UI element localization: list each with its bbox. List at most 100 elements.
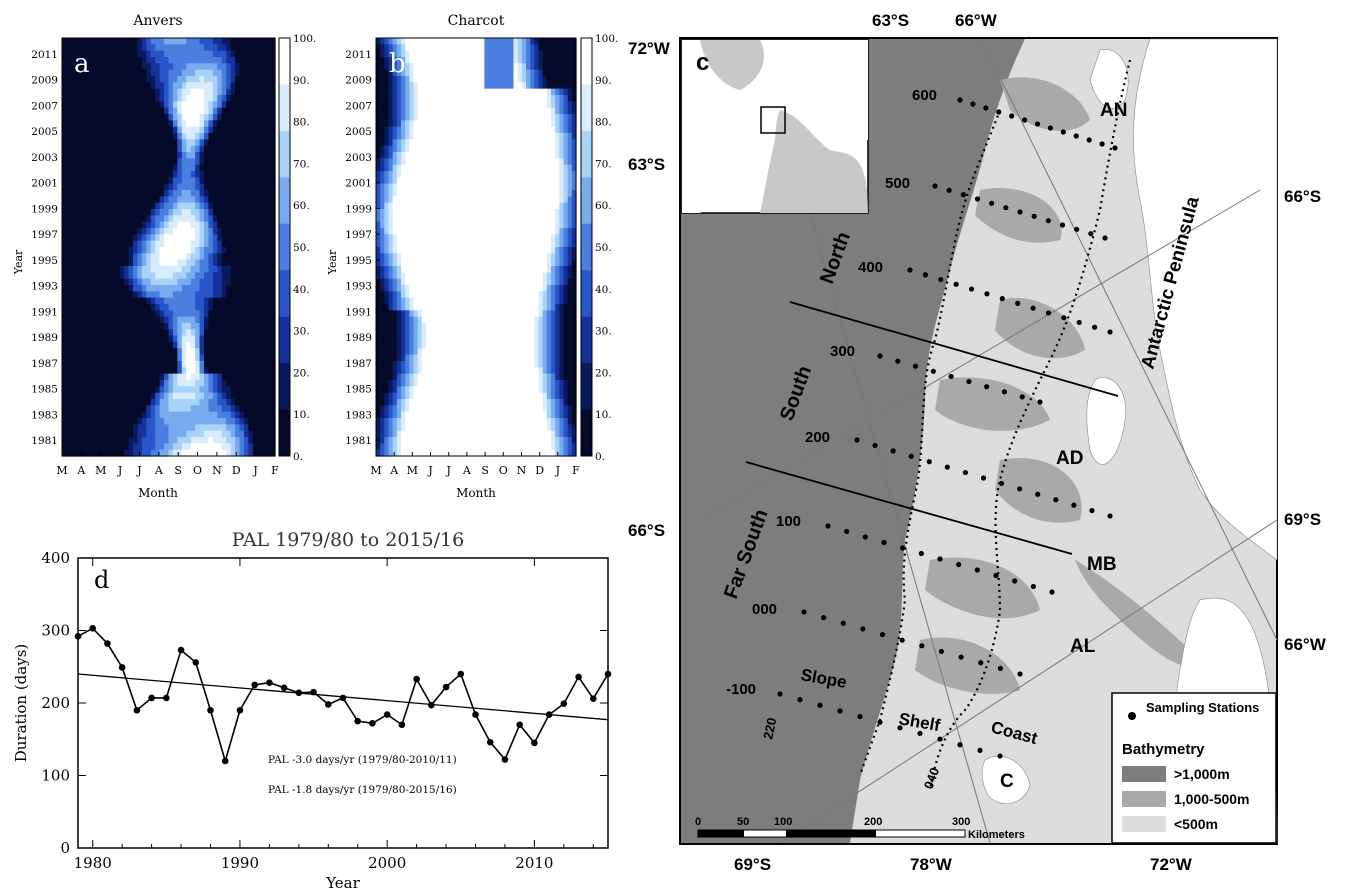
heatmap-cell [405,152,410,159]
heatmap-cell [84,304,90,311]
heatmap-cell [463,183,469,191]
month-tick-label: A [154,464,164,477]
heatmap-cell [159,247,165,254]
heatmap-cell [181,215,187,223]
heatmap-cell [266,221,272,229]
heatmap-cell [509,38,515,45]
heatmap-cell [567,228,573,235]
heatmap-cell [235,278,241,286]
heatmap-cell [563,133,569,140]
heatmap-cell [141,430,147,438]
heatmap-cell [555,38,560,45]
heatmap-cell [376,152,381,159]
heatmap-cell [401,44,406,52]
heatmap-cell [155,361,161,368]
heatmap-cell [159,76,165,83]
heatmap-cell [133,196,139,204]
heatmap-cell [106,221,112,229]
heatmap-cell [266,278,272,286]
heatmap-cell [84,316,90,324]
heatmap-cell [84,215,90,223]
heatmap-cell [199,399,205,406]
heatmap-cell [181,63,187,71]
heatmap-cell [571,145,577,153]
heatmap-cell [110,171,116,178]
heatmap-cell [106,101,112,109]
heatmap-cell [124,152,130,159]
heatmap-cell [252,437,258,444]
heatmap-cell [517,183,523,191]
heatmap-cell [392,50,398,58]
year-tick-label: 1987 [31,358,58,370]
heatmap-cell [384,120,390,128]
heatmap-cell [115,392,121,400]
heatmap-cell [133,215,139,223]
heatmap-cell [155,272,161,280]
heatmap-cell [467,139,473,147]
heatmap-cell [195,361,201,368]
heatmap-cell [239,259,245,267]
heatmap-cell [119,228,125,235]
heatmap-cell [62,329,68,337]
heatmap-cell [168,209,174,216]
heatmap-cell [212,50,218,58]
heatmap-cell [181,266,187,273]
heatmap-cell [70,126,76,134]
heatmap-cell [168,57,174,64]
heatmap-cell [476,183,481,191]
heatmap-cell [212,82,218,90]
heatmap-cell [405,82,410,90]
heatmap-cell [115,272,121,280]
heatmap-cell [133,405,139,413]
heatmap-cell [230,101,236,109]
heatmap-cell [150,120,156,128]
heatmap-cell [384,44,390,52]
heatmap-cell [137,152,143,159]
heatmap-cell [155,418,161,425]
heatmap-cell [208,310,214,318]
heatmap-cell [204,82,210,90]
heatmap-cell [509,50,515,58]
heatmap-cell [159,380,165,387]
heatmap-cell [93,424,99,432]
heatmap-cell [559,221,565,229]
heatmap-cell [235,215,241,223]
heatmap-cell [261,323,267,330]
heatmap-cell [84,234,90,242]
heatmap-cell [199,437,205,444]
heatmap-cell [115,190,121,197]
heatmap-cell [97,107,103,115]
heatmap-cell [79,139,85,147]
heatmap-cell [438,126,444,134]
heatmap-cell [261,386,267,394]
heatmap-cell [93,342,99,349]
heatmap-cell [133,399,139,406]
heatmap-cell [261,50,267,58]
heatmap-cell [430,120,435,128]
heatmap-cell [110,367,116,375]
heatmap-cell [248,348,254,356]
heatmap-cell [252,196,258,204]
heatmap-cell [438,44,444,52]
heatmap-cell [97,259,103,267]
heatmap-cell [426,152,431,159]
heatmap-cell [252,266,258,273]
heatmap-cell [62,304,68,311]
heatmap-cell [488,240,494,248]
heatmap-cell [476,107,481,115]
heatmap-cell [563,44,569,52]
heatmap-cell [226,449,232,457]
heatmap-cell [195,380,201,387]
heatmap-cell [88,57,94,64]
heatmap-cell [101,373,107,381]
heatmap-cell [208,392,214,400]
colorbar-tick-label: 10. [293,409,310,421]
heatmap-cell [212,114,218,121]
heatmap-cell [567,38,573,45]
heatmap-cell [190,285,196,292]
heatmap-cell [190,196,196,204]
heatmap-cell [409,120,415,128]
heatmap-cell [239,247,245,254]
heatmap-cell [501,221,506,229]
heatmap-cell [150,247,156,254]
